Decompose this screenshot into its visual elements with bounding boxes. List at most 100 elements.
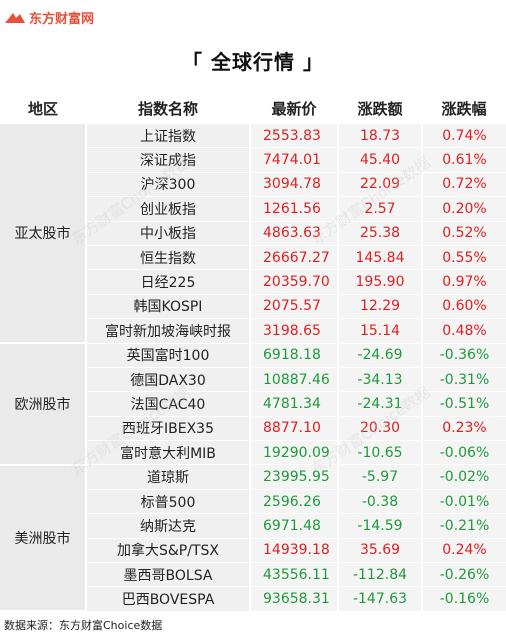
change-pct-cell: 0.72% — [421, 172, 506, 198]
index-name-cell: 英国富时100 — [85, 343, 250, 368]
global-market-table: 地区 指数名称 最新价 涨跌额 涨跌幅 亚太股市 上证指数 2553.83 18.73… — [0, 92, 506, 613]
table-row: 西班牙IBEX35 8877.10 20.30 0.23% — [0, 416, 506, 442]
price-cell: 2596.26 — [249, 489, 338, 515]
price-cell: 1261.56 — [249, 196, 338, 222]
price-cell: 2075.57 — [249, 294, 338, 320]
table-row: 创业板指 1261.56 2.57 0.20% — [0, 196, 506, 222]
change-cell: 15.14 — [337, 318, 422, 344]
change-cell: -24.31 — [337, 391, 422, 417]
price-cell: 20359.70 — [249, 269, 338, 295]
change-cell: -5.97 — [337, 464, 422, 490]
change-cell: 195.90 — [337, 269, 422, 295]
change-cell: -10.65 — [337, 440, 422, 466]
column-header-price: 最新价 — [250, 92, 338, 124]
index-name-cell: 德国DAX30 — [85, 367, 250, 393]
change-pct-cell: 0.74% — [421, 124, 506, 149]
price-cell: 19290.09 — [249, 440, 338, 466]
index-name-cell: 富时意大利MIB — [85, 440, 250, 466]
change-pct-cell: 0.52% — [421, 221, 506, 246]
price-cell: 43556.11 — [249, 562, 338, 588]
table-row: 沪深300 3094.78 22.09 0.72% — [0, 172, 506, 198]
table-body: 亚太股市 上证指数 2553.83 18.73 0.74% 深证成指 7474.01 45.4… — [0, 124, 506, 613]
change-pct-cell: -0.21% — [421, 513, 506, 539]
price-cell: 3094.78 — [249, 172, 338, 198]
index-name-cell: 深证成指 — [85, 147, 250, 173]
brand-logo: 东方财富网 — [4, 8, 94, 27]
price-cell: 23995.95 — [249, 464, 338, 490]
column-header-region: 地区 — [0, 92, 86, 124]
change-pct-cell: 0.48% — [421, 318, 506, 344]
table-row: 德国DAX30 10887.46 -34.13 -0.31% — [0, 367, 506, 393]
region-cell: 欧洲股市 — [0, 343, 86, 466]
table-row: 标普500 2596.26 -0.38 -0.01% — [0, 489, 506, 515]
table-row: 富时意大利MIB 19290.09 -10.65 -0.06% — [0, 440, 506, 466]
table-row: 美洲股市 道琼斯 23995.95 -5.97 -0.02% — [0, 464, 506, 613]
index-name-cell: 韩国KOSPI — [85, 294, 250, 320]
change-cell: -112.84 — [337, 562, 422, 588]
page-title: 「 全球行情 」 — [182, 50, 324, 74]
index-name-cell: 纳斯达克 — [85, 513, 250, 539]
column-header-index-name: 指数名称 — [86, 92, 250, 124]
index-name-cell: 创业板指 — [85, 196, 250, 222]
change-pct-cell: -0.16% — [421, 586, 506, 612]
table-row: 恒生指数 26667.27 145.84 0.55% — [0, 245, 506, 271]
change-cell: -14.59 — [337, 513, 422, 539]
change-pct-cell: -0.26% — [421, 562, 506, 588]
table-row: 墨西哥BOLSA 43556.11 -112.84 -0.26% — [0, 562, 506, 588]
region-cell: 美洲股市 — [0, 464, 86, 613]
index-name-cell: 日经225 — [85, 269, 250, 295]
change-pct-cell: -0.31% — [421, 367, 506, 393]
column-header-change: 涨跌额 — [338, 92, 422, 124]
price-cell: 6971.48 — [249, 513, 338, 539]
price-cell: 14939.18 — [249, 538, 338, 564]
table-row: 深证成指 7474.01 45.40 0.61% — [0, 147, 506, 173]
index-name-cell: 富时新加坡海峡时报 — [85, 318, 250, 344]
change-pct-cell: 0.23% — [421, 416, 506, 442]
table-row: 纳斯达克 6971.48 -14.59 -0.21% — [0, 513, 506, 539]
index-name-cell: 恒生指数 — [85, 245, 250, 271]
change-cell: 45.40 — [337, 147, 422, 173]
change-pct-cell: -0.02% — [421, 464, 506, 490]
index-name-cell: 法国CAC40 — [85, 391, 250, 417]
index-name-cell: 标普500 — [85, 489, 250, 515]
change-cell: 2.57 — [337, 196, 422, 222]
column-header-change-pct: 涨跌幅 — [422, 92, 506, 124]
index-name-cell: 道琼斯 — [85, 464, 250, 490]
brand-logo-text: 东方财富网 — [29, 12, 95, 27]
change-pct-cell: 0.24% — [421, 538, 506, 564]
data-source-note: 数据来源：东方财富Choice数据 — [4, 619, 163, 632]
change-pct-cell: -0.01% — [421, 489, 506, 515]
table-row: 韩国KOSPI 2075.57 12.29 0.60% — [0, 294, 506, 320]
price-cell: 6918.18 — [249, 343, 338, 368]
change-pct-cell: -0.06% — [421, 440, 506, 466]
change-cell: -34.13 — [337, 367, 422, 393]
table-header-row: 地区 指数名称 最新价 涨跌额 涨跌幅 — [0, 92, 506, 124]
index-name-cell: 上证指数 — [85, 124, 250, 149]
change-cell: -147.63 — [337, 586, 422, 612]
price-cell: 4863.63 — [249, 221, 338, 246]
brand-logo-icon — [5, 12, 25, 23]
change-pct-cell: -0.51% — [421, 391, 506, 417]
index-name-cell: 中小板指 — [85, 221, 250, 246]
price-cell: 93658.31 — [249, 586, 338, 612]
table-row: 欧洲股市 英国富时100 6918.18 -24.69 -0.36% — [0, 343, 506, 466]
price-cell: 2553.83 — [249, 124, 338, 149]
change-cell: 12.29 — [337, 294, 422, 320]
index-name-cell: 西班牙IBEX35 — [85, 416, 250, 442]
price-cell: 7474.01 — [249, 147, 338, 173]
change-pct-cell: 0.97% — [421, 269, 506, 295]
table-row: 加拿大S&P/TSX 14939.18 35.69 0.24% — [0, 538, 506, 564]
table-row: 法国CAC40 4781.34 -24.31 -0.51% — [0, 391, 506, 417]
price-cell: 10887.46 — [249, 367, 338, 393]
index-name-cell: 巴西BOVESPA — [85, 586, 250, 612]
change-cell: 145.84 — [337, 245, 422, 271]
change-pct-cell: 0.20% — [421, 196, 506, 222]
change-pct-cell: 0.55% — [421, 245, 506, 271]
change-cell: 25.38 — [337, 221, 422, 246]
change-cell: 35.69 — [337, 538, 422, 564]
change-pct-cell: 0.60% — [421, 294, 506, 320]
change-pct-cell: -0.36% — [421, 343, 506, 368]
change-cell: 18.73 — [337, 124, 422, 149]
table-row: 亚太股市 上证指数 2553.83 18.73 0.74% — [0, 124, 506, 345]
region-cell: 亚太股市 — [0, 124, 86, 345]
